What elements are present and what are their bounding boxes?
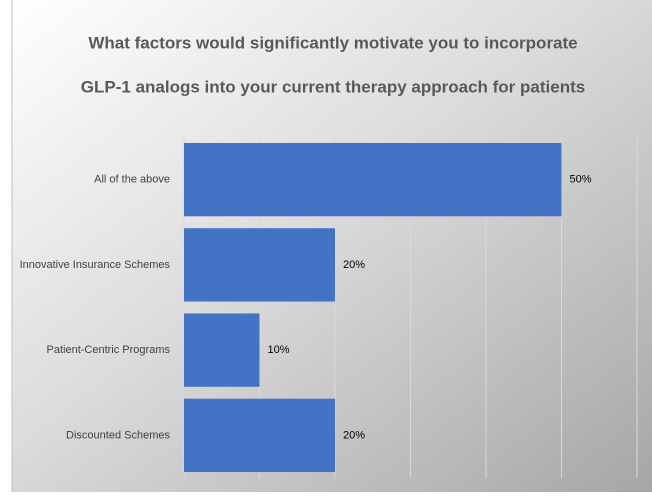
bar [184, 398, 335, 473]
y-tick-label: All of the above [94, 174, 170, 186]
y-tick-label: Patient-Centric Programs [47, 344, 171, 356]
bar [184, 228, 335, 302]
data-label: 20% [343, 429, 365, 441]
y-tick-label: Innovative Insurance Schemes [20, 259, 171, 271]
data-label: 10% [268, 344, 290, 356]
chart-title: GLP-1 analogs into your current therapy … [81, 77, 585, 96]
bar [184, 142, 562, 217]
data-label: 50% [570, 174, 592, 186]
bar [184, 313, 260, 387]
chart-title: What factors would significantly motivat… [88, 33, 577, 52]
data-label: 20% [343, 259, 365, 271]
y-tick-label: Discounted Schemes [66, 429, 170, 441]
